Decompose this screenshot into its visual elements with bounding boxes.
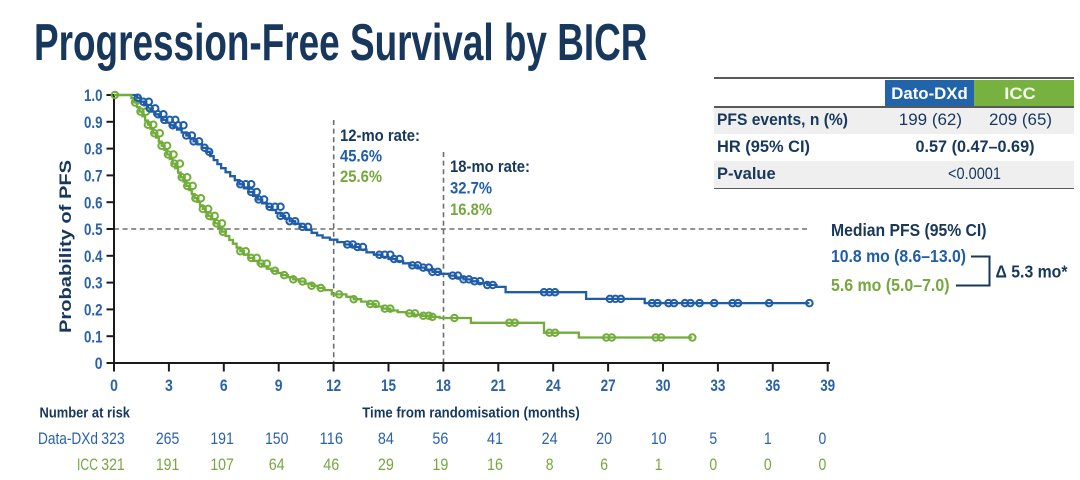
svg-text:Probability of PFS: Probability of PFS: [56, 160, 75, 333]
svg-text:HR (95% CI): HR (95% CI): [717, 138, 810, 156]
svg-text:16: 16: [487, 455, 503, 474]
svg-text:29: 29: [378, 455, 394, 474]
svg-text:P-value: P-value: [717, 165, 776, 183]
svg-text:321: 321: [101, 455, 125, 474]
svg-text:0.1: 0.1: [84, 327, 103, 346]
svg-text:150: 150: [265, 429, 289, 448]
svg-text:5.6 mo (5.0–7.0): 5.6 mo (5.0–7.0): [831, 275, 950, 295]
svg-text:0.9: 0.9: [84, 113, 103, 132]
svg-text:0.3: 0.3: [84, 274, 103, 293]
svg-text:265: 265: [156, 429, 180, 448]
svg-text:6: 6: [600, 455, 608, 474]
svg-text:0.57 (0.47–0.69): 0.57 (0.47–0.69): [916, 138, 1035, 156]
svg-text:Δ 5.3 mo*: Δ 5.3 mo*: [996, 262, 1068, 282]
svg-text:10.8 mo (8.6–13.0): 10.8 mo (8.6–13.0): [831, 246, 966, 266]
svg-text:8: 8: [546, 455, 554, 474]
svg-text:Time from randomisation (month: Time from randomisation (months): [362, 405, 580, 422]
svg-text:32.7%: 32.7%: [450, 179, 492, 198]
svg-text:Median PFS (95% CI): Median PFS (95% CI): [831, 220, 987, 240]
svg-text:107: 107: [210, 455, 234, 474]
svg-text:0: 0: [819, 429, 827, 448]
svg-text:21: 21: [491, 376, 506, 395]
svg-text:41: 41: [487, 429, 503, 448]
svg-text:33: 33: [710, 376, 725, 395]
svg-text:0: 0: [110, 376, 118, 395]
svg-text:24: 24: [542, 429, 558, 448]
svg-text:30: 30: [656, 376, 671, 395]
svg-text:191: 191: [156, 455, 180, 474]
svg-text:64: 64: [269, 455, 285, 474]
svg-text:0.5: 0.5: [84, 220, 103, 239]
svg-text:24: 24: [546, 376, 561, 395]
svg-text:25.6%: 25.6%: [340, 167, 382, 186]
svg-text:12-mo rate:: 12-mo rate:: [340, 126, 420, 145]
svg-text:Number at risk: Number at risk: [40, 405, 131, 422]
svg-text:199 (62): 199 (62): [899, 111, 962, 129]
svg-text:56: 56: [432, 429, 448, 448]
svg-text:27: 27: [601, 376, 616, 395]
svg-text:116: 116: [320, 429, 344, 448]
svg-text:0: 0: [764, 455, 772, 474]
svg-text:20: 20: [596, 429, 612, 448]
svg-text:0.2: 0.2: [84, 301, 103, 320]
svg-text:0.7: 0.7: [84, 167, 103, 186]
svg-text:6: 6: [220, 376, 228, 395]
svg-text:PFS events, n (%): PFS events, n (%): [717, 111, 848, 129]
svg-text:39: 39: [820, 376, 835, 395]
svg-text:19: 19: [432, 455, 448, 474]
svg-text:0: 0: [819, 455, 827, 474]
svg-text:0.8: 0.8: [84, 140, 103, 159]
svg-text:0.4: 0.4: [84, 247, 103, 266]
svg-text:15: 15: [381, 376, 396, 395]
svg-text:18-mo rate:: 18-mo rate:: [450, 157, 530, 176]
svg-text:12: 12: [326, 376, 341, 395]
svg-text:36: 36: [765, 376, 780, 395]
svg-text:1.0: 1.0: [84, 86, 103, 105]
svg-text:18: 18: [436, 376, 451, 395]
svg-text:209 (65): 209 (65): [989, 111, 1052, 129]
svg-text:191: 191: [210, 429, 234, 448]
svg-text:ICC: ICC: [1004, 85, 1036, 103]
svg-text:Dato-DXd: Dato-DXd: [891, 85, 968, 103]
svg-text:10: 10: [651, 429, 667, 448]
svg-text:0: 0: [95, 354, 103, 373]
svg-text:46: 46: [323, 455, 339, 474]
svg-text:5: 5: [709, 429, 717, 448]
svg-text:0: 0: [709, 455, 717, 474]
svg-text:Data-DXd: Data-DXd: [38, 429, 98, 448]
svg-text:ICC: ICC: [77, 455, 98, 474]
svg-text:1: 1: [764, 429, 772, 448]
svg-text:<0.0001: <0.0001: [948, 165, 1001, 183]
svg-text:9: 9: [275, 376, 283, 395]
svg-text:1: 1: [655, 455, 663, 474]
svg-text:16.8%: 16.8%: [450, 200, 492, 219]
svg-text:84: 84: [378, 429, 394, 448]
svg-text:45.6%: 45.6%: [340, 147, 382, 166]
svg-text:323: 323: [101, 429, 125, 448]
svg-text:0.6: 0.6: [84, 193, 103, 212]
svg-text:3: 3: [165, 376, 173, 395]
